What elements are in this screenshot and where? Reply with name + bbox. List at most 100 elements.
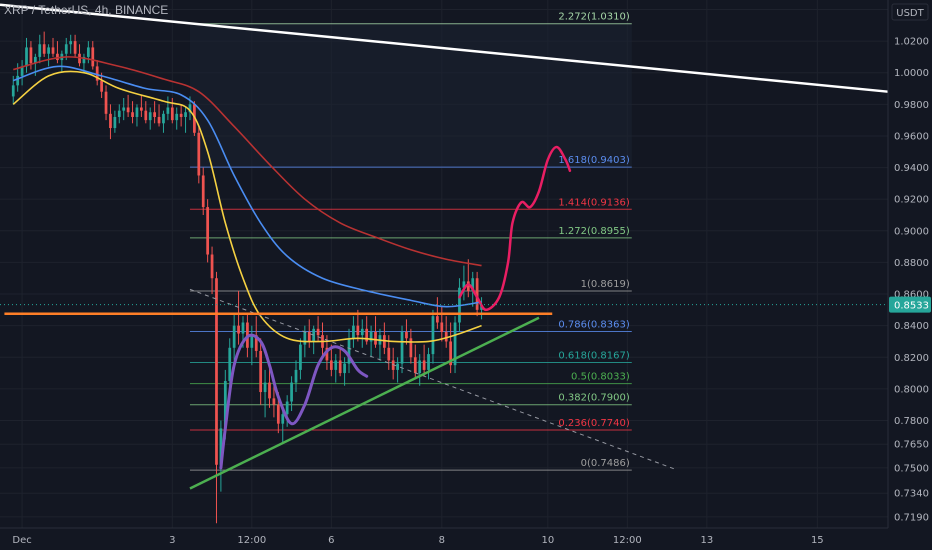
candle-body xyxy=(343,363,346,374)
candle-body xyxy=(25,47,28,67)
price-axis[interactable]: 1.04001.02001.00000.98000.96000.94000.92… xyxy=(887,0,932,550)
candle-body xyxy=(250,335,254,348)
candle-body xyxy=(316,328,320,336)
moving-averages xyxy=(12,56,482,343)
candle-body xyxy=(29,47,33,64)
white-trendline xyxy=(0,3,889,93)
candle-body xyxy=(241,322,245,334)
candle-body xyxy=(334,360,338,370)
candle-body xyxy=(453,322,457,366)
candle-body xyxy=(117,110,121,117)
time-tick-label: 15 xyxy=(811,535,824,546)
candle-body xyxy=(135,107,139,117)
candle-body xyxy=(374,331,377,345)
candle-body xyxy=(475,278,479,310)
time-axis-bg xyxy=(0,528,932,550)
price-tick-label: 0.9400 xyxy=(894,163,929,174)
candle-body xyxy=(237,325,240,334)
time-tick-label: 13 xyxy=(700,535,713,546)
price-tick-label: 0.7650 xyxy=(894,440,929,451)
candle-body xyxy=(56,53,59,61)
purple-wave-path xyxy=(219,333,369,470)
candle-body xyxy=(325,347,329,361)
candle-body xyxy=(440,322,444,332)
candle-body xyxy=(360,328,364,336)
price-tick-label: 0.7340 xyxy=(894,489,929,500)
fib-level-label: 0.786(0.8363) xyxy=(558,320,630,331)
time-axis[interactable]: Dec 3 12:00 6 8 10 12:00 13 15 xyxy=(0,527,932,550)
candle-body xyxy=(259,350,263,393)
candle-body xyxy=(268,382,271,399)
price-tick-label: 0.9000 xyxy=(894,226,929,237)
price-tick-label: 0.8400 xyxy=(894,321,929,332)
candle-body xyxy=(166,107,170,114)
fib-level-label: 1.272(0.8955) xyxy=(558,226,630,237)
price-tick-label: 0.8800 xyxy=(894,258,929,269)
candle-body xyxy=(91,47,95,67)
candle-body xyxy=(347,338,351,364)
candle-body xyxy=(387,347,391,361)
candle-body xyxy=(223,380,227,429)
candle-body xyxy=(369,331,373,342)
candle-body xyxy=(427,354,430,370)
candle-body xyxy=(69,41,73,45)
candle-body xyxy=(51,47,55,54)
price-tick-label: 1.0200 xyxy=(894,37,929,48)
time-tick-label: 6 xyxy=(328,535,334,546)
candle-body xyxy=(20,66,24,76)
candle-body xyxy=(38,44,42,57)
candle-body xyxy=(471,278,475,291)
candle-body xyxy=(33,56,37,64)
candle-body xyxy=(210,254,214,279)
fib-level-label: 0.5(0.8033) xyxy=(571,372,630,383)
candle-body xyxy=(188,104,192,113)
candle-body xyxy=(431,316,435,355)
candle-body xyxy=(285,401,289,415)
candle-body xyxy=(126,107,130,113)
candle-body xyxy=(219,428,223,465)
fib-level-label: 0(0.7486) xyxy=(581,458,630,469)
candle-body xyxy=(272,398,276,405)
candle-body xyxy=(201,175,205,208)
candle-body xyxy=(276,404,280,424)
candle-body xyxy=(175,113,179,121)
candle-body xyxy=(405,331,408,339)
candle-body xyxy=(254,335,258,351)
candle-body xyxy=(290,382,293,402)
candle-body xyxy=(206,207,210,255)
price-axis-bg xyxy=(888,0,932,550)
time-tick-label: 3 xyxy=(169,535,175,546)
candle-body xyxy=(42,44,46,54)
candle-body xyxy=(47,47,50,54)
time-tick-label: 10 xyxy=(541,535,554,546)
candle-body xyxy=(64,44,68,54)
price-tick-label: 0.7500 xyxy=(894,463,929,474)
last-price-badge xyxy=(889,296,931,313)
fib-level-label: 1.414(0.9136) xyxy=(558,197,630,208)
pink-projection-path xyxy=(458,145,572,312)
dashed-diagonal xyxy=(189,288,677,470)
fib-level-label: 0.618(0.8167) xyxy=(558,350,630,361)
time-tick-label: 8 xyxy=(439,535,445,546)
candle-body xyxy=(338,360,342,374)
candle-body xyxy=(100,80,103,92)
price-tick-label: 0.9600 xyxy=(894,131,929,142)
candle-body xyxy=(95,66,99,81)
candle-body xyxy=(409,338,413,358)
candle-body xyxy=(281,414,285,424)
symbol-label[interactable]: XRP / TetherUS, 4h, BINANCE xyxy=(4,3,169,17)
fib-level-label: 1(0.8619) xyxy=(581,279,630,290)
fib-level-label: 0.236(0.7740) xyxy=(558,418,630,429)
candle-body xyxy=(228,347,232,381)
candle-body xyxy=(294,369,298,383)
last-price-label: 0.8533 xyxy=(894,301,929,312)
candle-body xyxy=(436,316,439,323)
candle-body xyxy=(109,113,112,129)
candle-body xyxy=(356,325,360,336)
candle-body xyxy=(418,360,422,374)
candle-body xyxy=(144,110,148,121)
fib-level-label: 0.382(0.7900) xyxy=(558,393,630,404)
price-tick-label: 0.7800 xyxy=(894,416,929,427)
quote-unit-badge xyxy=(891,3,929,21)
